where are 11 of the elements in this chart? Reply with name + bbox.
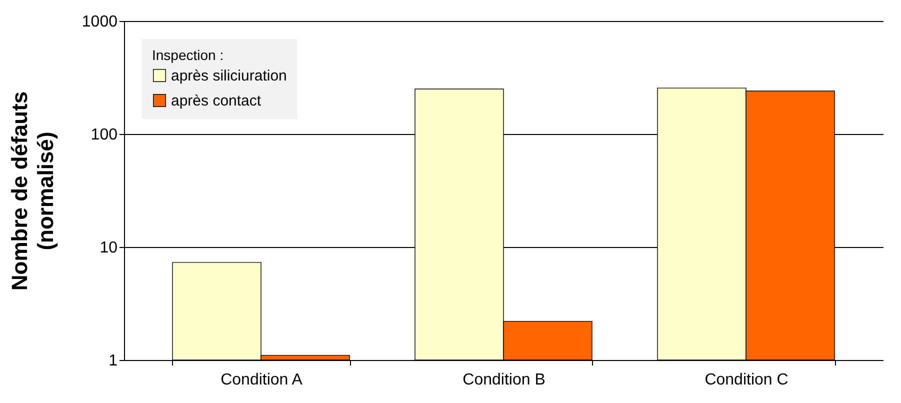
legend-label: après siliciuration (171, 68, 287, 84)
legend-label: après contact (171, 92, 262, 110)
y-axis-title: Nombre de défauts (normalisé) (6, 91, 58, 291)
x-tick-label: Condition C (704, 372, 788, 388)
y-tick-label: 1 (108, 352, 118, 370)
y-tick-label: 1000 (82, 14, 118, 30)
y-tick-label: 100 (90, 126, 118, 144)
y-tick-label: 10 (100, 240, 118, 256)
x-tick-label: Condition A (220, 372, 303, 388)
legend-title: Inspection : (152, 47, 224, 63)
x-tick-label: Condition B (462, 372, 546, 388)
